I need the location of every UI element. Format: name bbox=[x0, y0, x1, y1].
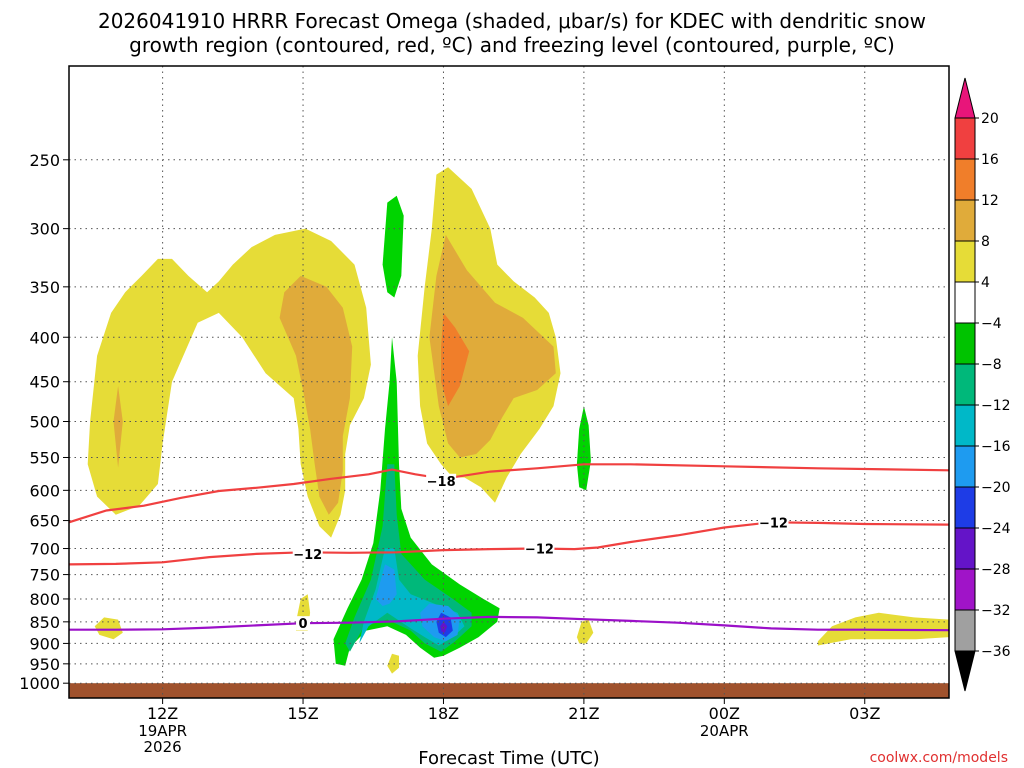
ytick-label-500: 500 bbox=[29, 412, 60, 431]
colorbar-bin-4 bbox=[954, 240, 976, 283]
ytick-label-350: 350 bbox=[29, 278, 60, 297]
ytick-label-600: 600 bbox=[29, 481, 60, 500]
contour-red-1 bbox=[69, 521, 949, 566]
ytick-label-550: 550 bbox=[29, 448, 60, 467]
xtick-date-20APR: 20APR bbox=[700, 722, 749, 740]
chart-title-line1: 2026041910 HRRR Forecast Omega (shaded, … bbox=[98, 9, 926, 33]
colorbar-bin-2 bbox=[954, 158, 976, 201]
ytick-label-300: 300 bbox=[29, 220, 60, 239]
colorbar-bin-3 bbox=[954, 199, 976, 242]
ytick-label-1000: 1000 bbox=[19, 674, 60, 693]
ytick-label-850: 850 bbox=[29, 613, 60, 632]
colorbar-label-9: −20 bbox=[981, 480, 1011, 496]
ground-surface bbox=[69, 683, 949, 698]
contour-label-bg-4 bbox=[296, 616, 311, 631]
omega-region-n16-16 bbox=[375, 564, 397, 606]
contour-label-1: −12 bbox=[293, 548, 322, 563]
colorbar-label-3: 8 bbox=[981, 234, 990, 250]
contour-red-0 bbox=[69, 463, 949, 524]
colorbar-bin-5 bbox=[954, 281, 976, 324]
contour-label-4: 0 bbox=[299, 617, 308, 632]
chart-title-line2: growth region (contoured, red, ºC) and f… bbox=[129, 33, 895, 57]
ytick-label-700: 700 bbox=[29, 540, 60, 559]
grid bbox=[69, 66, 949, 698]
xtick-label-03Z: 03Z bbox=[849, 704, 880, 723]
ytick-label-650: 650 bbox=[29, 512, 60, 531]
xtick-label-12Z: 12Z bbox=[147, 704, 178, 723]
xtick-date-2026: 2026 bbox=[144, 738, 182, 756]
ytick-label-950: 950 bbox=[29, 655, 60, 674]
contour-purple-2 bbox=[69, 615, 949, 632]
omega-region-c8-4 bbox=[429, 234, 556, 458]
xtick-date-19APR: 19APR bbox=[138, 722, 187, 740]
xtick-label-15Z: 15Z bbox=[287, 704, 318, 723]
omega-region-c4-6 bbox=[94, 617, 123, 640]
omega-shading bbox=[69, 167, 949, 698]
colorbar-label-11: −28 bbox=[981, 562, 1011, 578]
omega-region-c8-2 bbox=[279, 275, 353, 515]
pressure-axis: 250 300 350 400 450 500 550 600 650 700 750 800 850 9… bbox=[19, 151, 69, 693]
colorbar-label-6: −8 bbox=[981, 357, 1002, 373]
colorbar-label-12: −32 bbox=[981, 603, 1011, 619]
contour-label-0: −18 bbox=[427, 475, 456, 490]
colorbar-label-1: 16 bbox=[981, 152, 999, 168]
ytick-label-450: 450 bbox=[29, 373, 60, 392]
omega-colorbar: 20 16 12 8 4 −4 −8 −12 −16 −20 −24 −28 −32 −36 bbox=[954, 77, 1011, 692]
colorbar-bin-1 bbox=[954, 117, 976, 160]
contour-label-bg-1 bbox=[292, 546, 323, 561]
ytick-label-750: 750 bbox=[29, 566, 60, 585]
omega-region-c4-9 bbox=[576, 619, 594, 644]
colorbar-label-0: 20 bbox=[981, 111, 999, 127]
omega-region-c12-5 bbox=[441, 312, 470, 407]
temperature-contours: −18 −12 −12 −12 0 bbox=[69, 463, 949, 632]
colorbar-bin-12 bbox=[954, 568, 976, 611]
colorbar-label-10: −24 bbox=[981, 521, 1011, 537]
ytick-label-900: 900 bbox=[29, 634, 60, 653]
colorbar-cap-top bbox=[954, 77, 976, 119]
colorbar-bin-10 bbox=[954, 486, 976, 529]
colorbar-label-7: −12 bbox=[981, 398, 1011, 414]
colorbar-label-8: −16 bbox=[981, 439, 1011, 455]
contour-label-bg-0 bbox=[426, 473, 457, 488]
contour-label-2: −12 bbox=[525, 543, 554, 558]
contour-label-3: −12 bbox=[759, 516, 788, 531]
colorbar-bin-6 bbox=[954, 322, 976, 365]
credit-link[interactable]: coolwx.com/models bbox=[870, 750, 1008, 766]
xtick-label-00Z: 00Z bbox=[709, 704, 740, 723]
colorbar-label-13: −36 bbox=[981, 644, 1011, 660]
contour-label-bg-3 bbox=[758, 515, 789, 530]
omega-region-n4-11 bbox=[382, 195, 404, 298]
colorbar-bin-9 bbox=[954, 445, 976, 488]
colorbar-bin-11 bbox=[954, 527, 976, 570]
x-axis-label: Forecast Time (UTC) bbox=[418, 748, 599, 768]
omega-region-c8-1 bbox=[113, 385, 123, 468]
omega-region-c4-8 bbox=[387, 653, 399, 674]
xtick-label-18Z: 18Z bbox=[428, 704, 459, 723]
ytick-label-400: 400 bbox=[29, 328, 60, 347]
contour-label-bg-2 bbox=[524, 541, 555, 556]
colorbar-label-4: 4 bbox=[981, 275, 990, 291]
ytick-label-250: 250 bbox=[29, 151, 60, 170]
omega-region-n4-12 bbox=[576, 406, 591, 491]
colorbar-bin-8 bbox=[954, 404, 976, 447]
xtick-label-21Z: 21Z bbox=[568, 704, 599, 723]
ytick-label-800: 800 bbox=[29, 590, 60, 609]
colorbar-bin-7 bbox=[954, 363, 976, 406]
colorbar-label-5: −4 bbox=[981, 316, 1002, 332]
colorbar-bin-13 bbox=[954, 609, 976, 652]
colorbar-label-2: 12 bbox=[981, 193, 999, 209]
colorbar-cap-bottom bbox=[954, 650, 976, 692]
